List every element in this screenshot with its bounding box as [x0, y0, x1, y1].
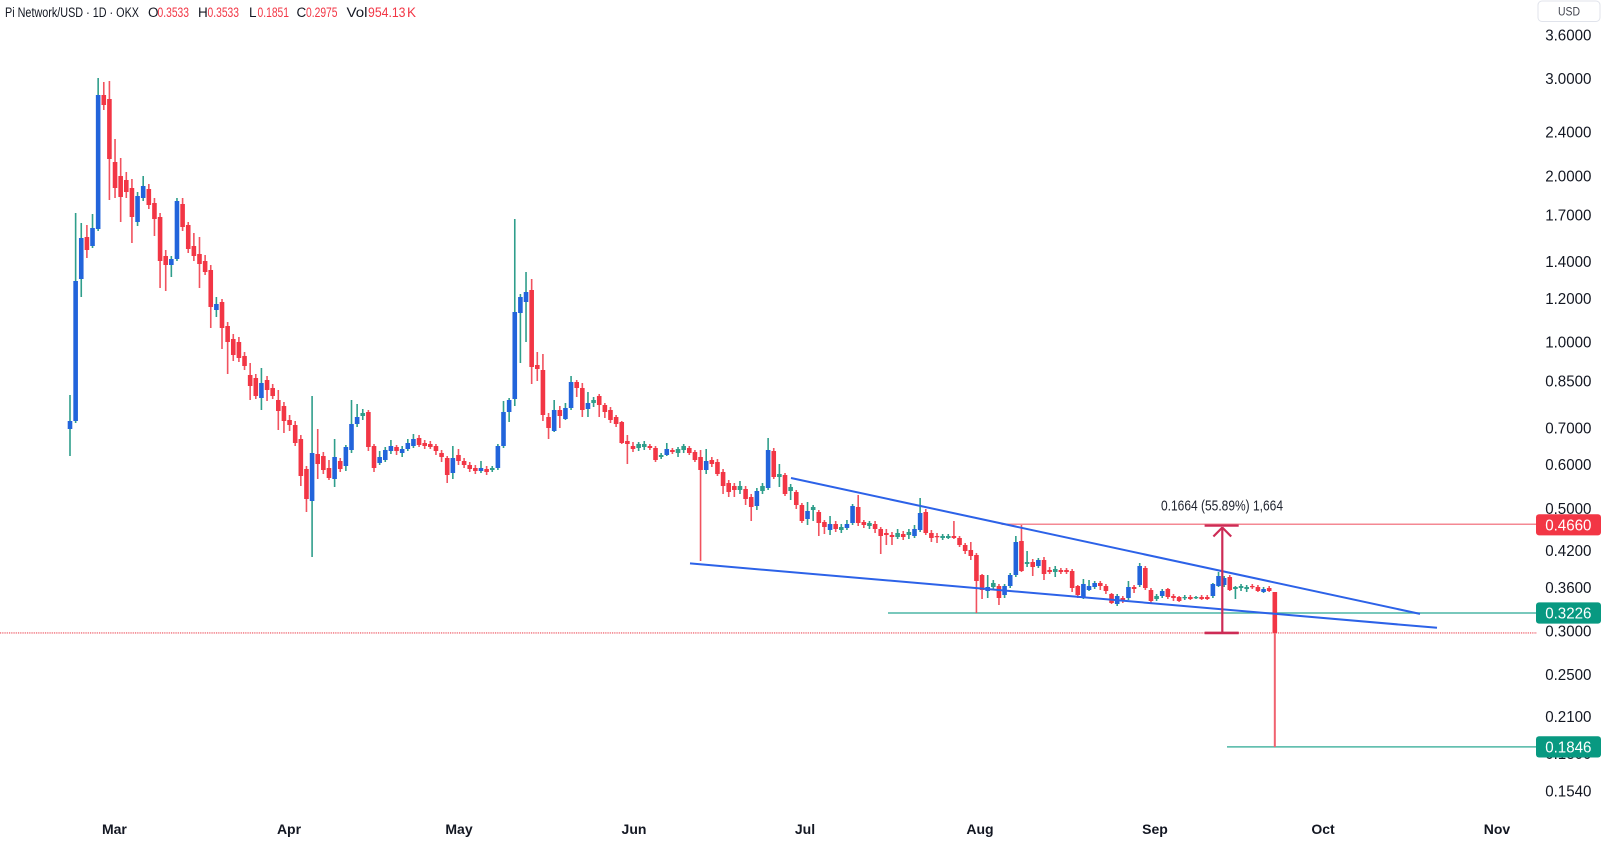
svg-text:L: L: [249, 5, 257, 20]
svg-text:0.3226: 0.3226: [1545, 606, 1591, 623]
svg-text:Mar: Mar: [102, 821, 127, 837]
svg-text:H: H: [198, 5, 208, 20]
svg-text:954.13: 954.13: [368, 5, 406, 20]
svg-text:0.2975: 0.2975: [306, 5, 338, 20]
svg-text:O: O: [148, 5, 159, 20]
svg-text:0.2500: 0.2500: [1545, 667, 1592, 684]
svg-text:0.1851: 0.1851: [258, 5, 290, 20]
svg-text:Pi Network/USD · 1D · OKX: Pi Network/USD · 1D · OKX: [5, 5, 139, 20]
svg-text:Apr: Apr: [277, 821, 302, 837]
svg-text:K: K: [407, 5, 416, 20]
svg-text:1.0000: 1.0000: [1545, 335, 1592, 352]
svg-text:May: May: [445, 821, 472, 837]
svg-text:3.6000: 3.6000: [1545, 28, 1592, 45]
svg-text:C: C: [297, 5, 307, 20]
svg-text:0.2100: 0.2100: [1545, 709, 1592, 726]
svg-text:1.2000: 1.2000: [1545, 291, 1592, 308]
svg-text:0.1846: 0.1846: [1545, 739, 1591, 756]
svg-text:3.0000: 3.0000: [1545, 71, 1592, 88]
svg-text:2.0000: 2.0000: [1545, 168, 1592, 185]
svg-text:Oct: Oct: [1311, 821, 1335, 837]
svg-text:0.5000: 0.5000: [1545, 501, 1592, 518]
svg-text:2.4000: 2.4000: [1545, 125, 1592, 142]
svg-text:Jun: Jun: [622, 821, 647, 837]
svg-text:Sep: Sep: [1142, 821, 1168, 837]
svg-text:Jul: Jul: [795, 821, 815, 837]
svg-text:0.8500: 0.8500: [1545, 374, 1592, 391]
svg-text:Nov: Nov: [1484, 821, 1511, 837]
svg-text:0.3533: 0.3533: [208, 5, 240, 20]
svg-text:0.3000: 0.3000: [1545, 624, 1592, 641]
svg-text:1.7000: 1.7000: [1545, 207, 1592, 224]
svg-text:USD: USD: [1558, 4, 1580, 18]
svg-text:0.7000: 0.7000: [1545, 420, 1592, 437]
svg-text:Vol: Vol: [347, 5, 368, 20]
svg-text:0.4660: 0.4660: [1545, 517, 1592, 534]
svg-text:0.6000: 0.6000: [1545, 457, 1592, 474]
svg-text:0.4200: 0.4200: [1545, 543, 1592, 560]
svg-text:0.1664 (55.89%) 1,664: 0.1664 (55.89%) 1,664: [1161, 498, 1283, 515]
svg-text:Aug: Aug: [966, 821, 993, 837]
svg-text:0.3533: 0.3533: [158, 5, 190, 20]
svg-text:0.1540: 0.1540: [1545, 783, 1592, 800]
svg-text:0.3600: 0.3600: [1545, 580, 1592, 597]
svg-text:1.4000: 1.4000: [1545, 254, 1592, 271]
